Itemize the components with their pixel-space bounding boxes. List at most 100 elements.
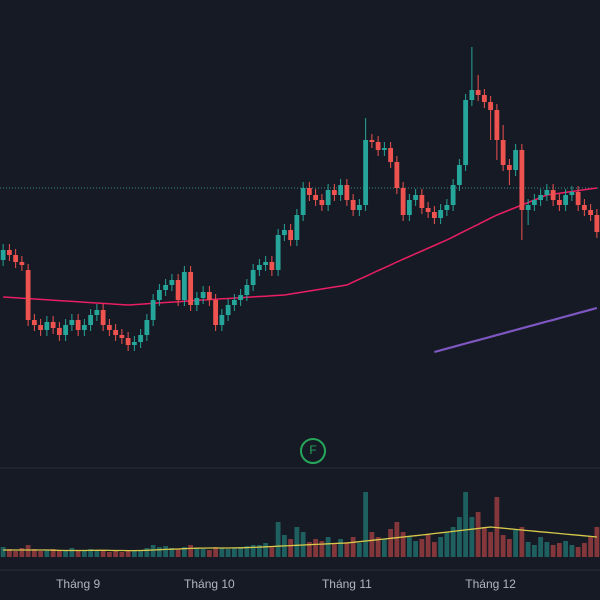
candle-body — [350, 200, 356, 210]
volume-bar — [419, 539, 425, 557]
candle-body — [294, 215, 300, 240]
volume-bar — [38, 551, 44, 557]
volume-bar — [288, 539, 294, 557]
volume-bar — [56, 551, 62, 557]
volume-bar — [425, 535, 431, 557]
candle-body — [419, 195, 425, 208]
volume-ma-line — [3, 526, 597, 552]
volume-bar — [569, 545, 575, 557]
volume-bar — [69, 548, 75, 557]
candle-body — [438, 210, 444, 218]
candle-body — [256, 265, 262, 270]
candle-body — [175, 280, 181, 300]
volume-bar — [550, 545, 556, 557]
candle-body — [394, 162, 400, 188]
event-marker-label[interactable]: F — [309, 443, 316, 457]
volume-bar — [113, 551, 119, 557]
volume-bar — [19, 548, 25, 557]
candle-body — [100, 310, 106, 325]
volume-bar — [406, 537, 412, 557]
volume-bar — [444, 532, 450, 557]
x-tick-label: Tháng 12 — [465, 577, 516, 591]
volume-bar — [563, 541, 569, 557]
volume-bar — [275, 522, 281, 557]
event-marker[interactable] — [300, 438, 326, 464]
volume-bar — [469, 517, 475, 557]
candle-body — [188, 272, 194, 305]
candle-body — [563, 195, 569, 205]
volume-bar — [525, 542, 531, 557]
candle-body — [338, 185, 344, 195]
volume-bar — [106, 552, 112, 557]
candle-body — [156, 290, 162, 300]
volume-bar — [313, 539, 319, 557]
volume-bar — [231, 548, 237, 557]
candle-body — [363, 140, 369, 205]
candle-body — [25, 270, 31, 320]
candle-body — [44, 322, 50, 330]
volume-bar — [31, 549, 37, 557]
volume-bar — [131, 550, 137, 557]
volume-bar — [181, 547, 187, 557]
volume-bar — [263, 543, 269, 557]
volume-bar — [169, 548, 175, 557]
candle-body — [131, 342, 137, 345]
volume-bar — [25, 545, 31, 557]
ma-line — [434, 306, 598, 354]
candle-body — [456, 165, 462, 185]
candle-body — [425, 208, 431, 212]
candle-body — [19, 262, 25, 265]
volume-bar — [544, 542, 550, 557]
volume-bar — [250, 545, 256, 557]
candle-body — [250, 270, 256, 285]
candle-body — [231, 300, 237, 305]
candle-body — [88, 315, 94, 325]
volume-bar — [144, 548, 150, 557]
volume-bar — [381, 539, 387, 557]
candle-body — [269, 262, 275, 270]
candle-body — [581, 205, 587, 210]
candle-body — [400, 188, 406, 215]
candle-body — [313, 195, 319, 200]
volume-bar — [519, 527, 525, 557]
volume-bar — [294, 527, 300, 557]
volume-bar — [463, 492, 469, 557]
candle-body — [325, 190, 331, 205]
volume-bar — [413, 541, 419, 557]
volume-bar — [556, 543, 562, 557]
candle-body — [444, 205, 450, 210]
candle-body — [81, 325, 87, 330]
candle-body — [31, 320, 37, 325]
candle-body — [494, 110, 500, 140]
volume-bar — [375, 537, 381, 557]
candle-body — [50, 322, 56, 328]
candle-body — [306, 188, 312, 195]
candle-body — [219, 315, 225, 325]
volume-bar — [156, 547, 162, 557]
candle-body — [69, 320, 75, 325]
volume-bar — [488, 532, 494, 557]
candle-body — [63, 325, 69, 335]
candle-body — [525, 205, 531, 210]
volume-bar — [244, 546, 250, 557]
volume-bar — [50, 549, 56, 557]
candle-body — [56, 328, 62, 335]
volume-bar — [400, 532, 406, 557]
volume-bar — [163, 546, 169, 557]
candle-body — [213, 300, 219, 325]
candle-body — [575, 192, 581, 205]
candle-body — [344, 185, 350, 200]
candle-body — [319, 200, 325, 205]
candle-body — [169, 280, 175, 285]
volume-bar — [100, 550, 106, 557]
candle-body — [244, 285, 250, 295]
candle-body — [106, 325, 112, 330]
candle-body — [144, 320, 150, 335]
volume-bar — [538, 537, 544, 557]
candle-body — [475, 90, 481, 95]
volume-bar — [63, 550, 69, 557]
volume-bar — [456, 517, 462, 557]
volume-bar — [438, 537, 444, 557]
x-tick-label: Tháng 10 — [184, 577, 235, 591]
volume-bar — [325, 537, 331, 557]
